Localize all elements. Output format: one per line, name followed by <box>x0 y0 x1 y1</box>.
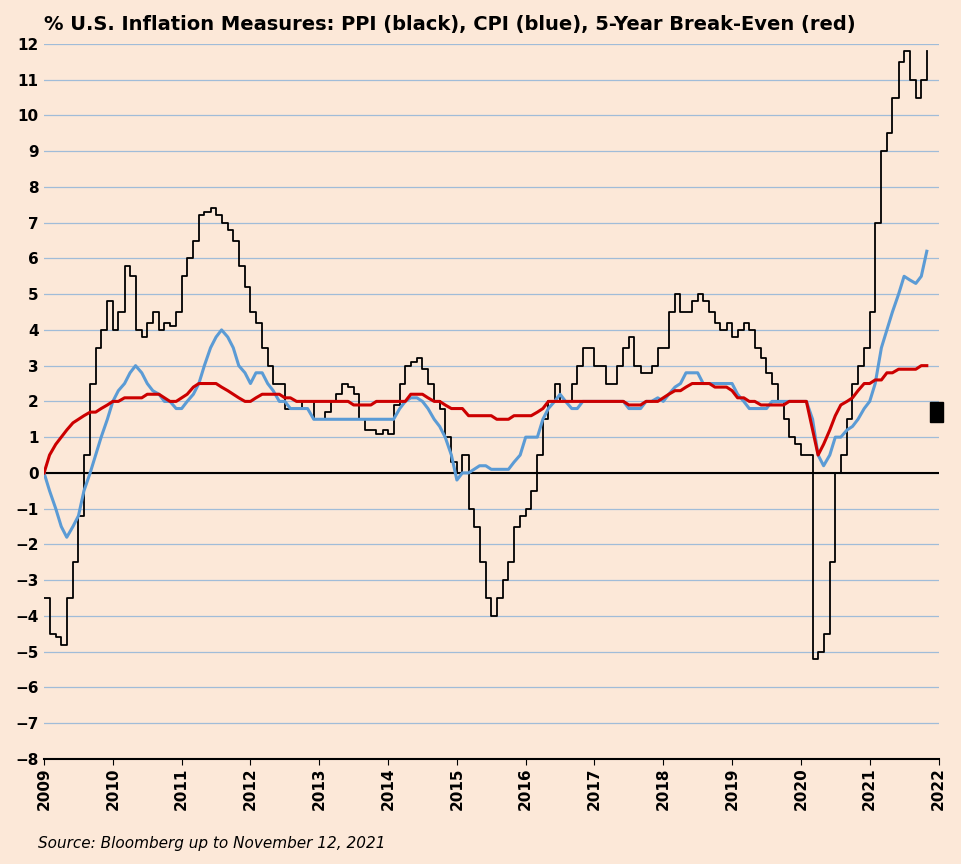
Bar <box>930 403 943 422</box>
Text: Source: Bloomberg up to November 12, 2021: Source: Bloomberg up to November 12, 202… <box>38 836 386 851</box>
Text: % U.S. Inflation Measures: PPI (black), CPI (blue), 5-Year Break-Even (red): % U.S. Inflation Measures: PPI (black), … <box>44 15 855 34</box>
